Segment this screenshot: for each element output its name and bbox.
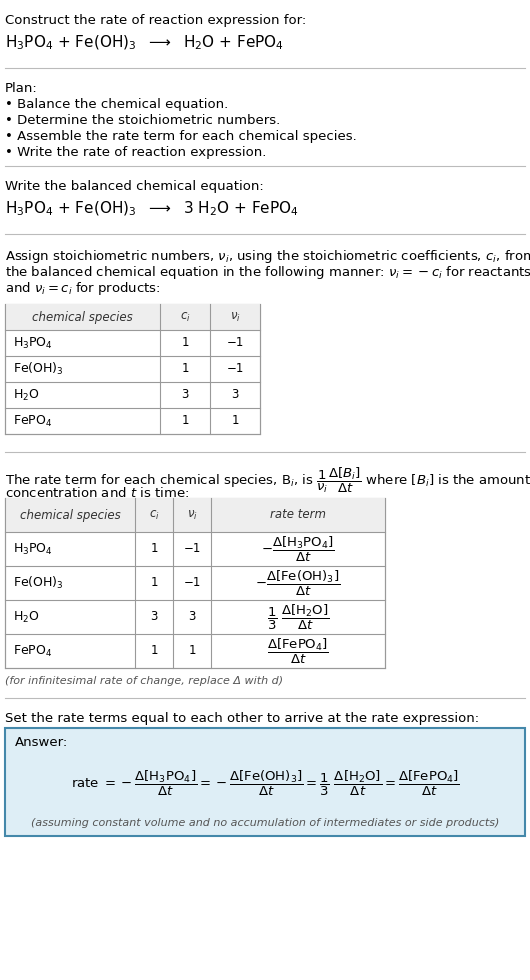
Text: concentration and $t$ is time:: concentration and $t$ is time: [5,486,189,500]
Text: $\mathregular{Fe(OH)_3}$: $\mathregular{Fe(OH)_3}$ [13,361,64,377]
FancyBboxPatch shape [5,498,385,532]
Text: • Balance the chemical equation.: • Balance the chemical equation. [5,98,228,111]
Text: Set the rate terms equal to each other to arrive at the rate expression:: Set the rate terms equal to each other t… [5,712,479,725]
Text: chemical species: chemical species [20,509,120,521]
Text: Assign stoichiometric numbers, $\nu_i$, using the stoichiometric coefficients, $: Assign stoichiometric numbers, $\nu_i$, … [5,248,530,265]
FancyBboxPatch shape [5,498,385,668]
Text: 1: 1 [150,576,158,590]
Text: (for infinitesimal rate of change, replace Δ with d): (for infinitesimal rate of change, repla… [5,676,283,686]
Text: $\mathregular{H_2O}$: $\mathregular{H_2O}$ [13,387,40,403]
Text: $\dfrac{\Delta[\mathregular{FePO_4}]}{\Delta t}$: $\dfrac{\Delta[\mathregular{FePO_4}]}{\D… [267,636,329,665]
Text: $\mathregular{FePO_4}$: $\mathregular{FePO_4}$ [13,644,52,659]
Text: 3: 3 [188,611,196,623]
Text: $\mathregular{H_3PO_4}$ $+$ $\mathregular{Fe(OH)_3}$  $\longrightarrow$  $3\ \ma: $\mathregular{H_3PO_4}$ $+$ $\mathregula… [5,200,299,219]
Text: 1: 1 [150,645,158,658]
Text: −1: −1 [226,363,244,375]
Text: $-\dfrac{\Delta[\mathregular{Fe(OH)_3}]}{\Delta t}$: $-\dfrac{\Delta[\mathregular{Fe(OH)_3}]}… [255,568,341,598]
Text: chemical species: chemical species [32,311,133,323]
Text: $\mathregular{H_3PO_4}$: $\mathregular{H_3PO_4}$ [13,541,53,557]
Text: $\mathregular{FePO_4}$: $\mathregular{FePO_4}$ [13,414,52,428]
Text: The rate term for each chemical species, B$_i$, is $\dfrac{1}{\nu_i}\dfrac{\Delt: The rate term for each chemical species,… [5,466,530,495]
Text: Write the balanced chemical equation:: Write the balanced chemical equation: [5,180,264,193]
FancyBboxPatch shape [5,728,525,836]
Text: 3: 3 [151,611,158,623]
Text: rate term: rate term [270,509,326,521]
Text: • Assemble the rate term for each chemical species.: • Assemble the rate term for each chemic… [5,130,357,143]
Text: the balanced chemical equation in the following manner: $\nu_i = -c_i$ for react: the balanced chemical equation in the fo… [5,264,530,281]
Text: Answer:: Answer: [15,736,68,749]
Text: (assuming constant volume and no accumulation of intermediates or side products): (assuming constant volume and no accumul… [31,818,499,828]
Text: rate $= -\dfrac{\Delta[\mathregular{H_3PO_4}]}{\Delta t}= -\dfrac{\Delta[\mathre: rate $= -\dfrac{\Delta[\mathregular{H_3P… [70,768,460,798]
Text: 1: 1 [181,415,189,427]
Text: Construct the rate of reaction expression for:: Construct the rate of reaction expressio… [5,14,306,27]
Text: $\mathregular{Fe(OH)_3}$: $\mathregular{Fe(OH)_3}$ [13,575,64,591]
Text: 1: 1 [150,543,158,556]
Text: • Determine the stoichiometric numbers.: • Determine the stoichiometric numbers. [5,114,280,127]
Text: $\nu_i$: $\nu_i$ [187,509,197,521]
Text: $-\dfrac{\Delta[\mathregular{H_3PO_4}]}{\Delta t}$: $-\dfrac{\Delta[\mathregular{H_3PO_4}]}{… [261,534,335,563]
FancyBboxPatch shape [5,304,260,330]
Text: $c_i$: $c_i$ [148,509,160,521]
Text: 3: 3 [231,388,239,402]
Text: Plan:: Plan: [5,82,38,95]
Text: $\mathregular{H_3PO_4}$: $\mathregular{H_3PO_4}$ [13,335,53,351]
Text: 3: 3 [181,388,189,402]
Text: $\mathregular{H_2O}$: $\mathregular{H_2O}$ [13,610,40,624]
FancyBboxPatch shape [5,304,260,434]
Text: • Write the rate of reaction expression.: • Write the rate of reaction expression. [5,146,267,159]
Text: $c_i$: $c_i$ [180,311,190,323]
Text: $\dfrac{1}{3}\ \dfrac{\Delta[\mathregular{H_2O}]}{\Delta t}$: $\dfrac{1}{3}\ \dfrac{\Delta[\mathregula… [267,603,329,632]
Text: −1: −1 [226,336,244,350]
Text: 1: 1 [181,336,189,350]
Text: and $\nu_i = c_i$ for products:: and $\nu_i = c_i$ for products: [5,280,161,297]
Text: −1: −1 [183,543,201,556]
Text: 1: 1 [181,363,189,375]
Text: $\nu_i$: $\nu_i$ [229,311,241,323]
Text: $\mathregular{H_3PO_4}$ $+$ $\mathregular{Fe(OH)_3}$  $\longrightarrow$  $\mathr: $\mathregular{H_3PO_4}$ $+$ $\mathregula… [5,34,284,52]
Text: 1: 1 [231,415,239,427]
Text: 1: 1 [188,645,196,658]
Text: −1: −1 [183,576,201,590]
